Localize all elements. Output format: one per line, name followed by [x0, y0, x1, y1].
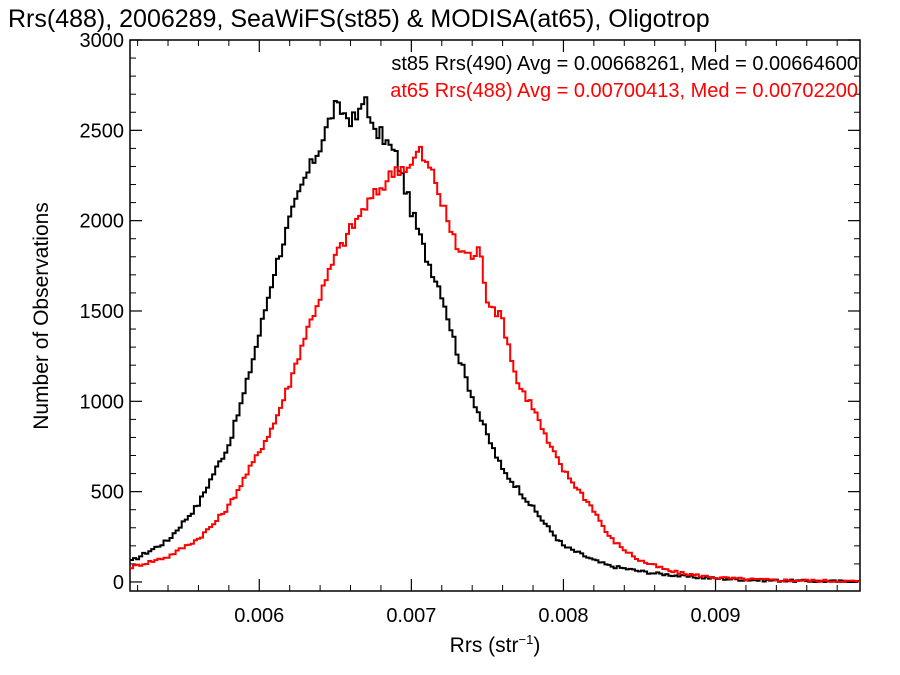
y-tick-label: 500: [91, 482, 124, 504]
legend: st85 Rrs(490) Avg = 0.00668261, Med = 0.…: [390, 53, 858, 102]
x-axis-label-base: Rrs (str: [450, 634, 519, 657]
x-tick-labels: 0.006 0.007 0.008 0.009: [234, 605, 740, 627]
series-line-at65: [130, 145, 860, 583]
y-axis-label: Number of Observations: [30, 202, 53, 430]
x-axis-label: Rrs (str−1): [450, 632, 541, 657]
x-axis-label-sup: −1: [519, 632, 534, 647]
x-axis-label-close: ): [533, 634, 540, 657]
y-tick-labels: 0 500 1000 1500 2000 2500 3000: [80, 30, 125, 594]
minor-ticks: [130, 40, 860, 591]
x-tick-label: 0.008: [538, 605, 588, 627]
major-ticks: [130, 39, 860, 591]
legend-entry-st85: st85 Rrs(490) Avg = 0.00668261, Med = 0.…: [391, 53, 858, 75]
y-tick-label: 3000: [80, 30, 125, 52]
y-tick-label: 2000: [80, 211, 125, 233]
series-line-st85: [130, 96, 860, 583]
series-group: [130, 96, 860, 583]
legend-entry-at65: at65 Rrs(488) Avg = 0.00700413, Med = 0.…: [390, 80, 858, 102]
x-tick-label: 0.007: [386, 605, 436, 627]
x-tick-label: 0.006: [234, 605, 284, 627]
y-tick-label: 1500: [80, 301, 125, 323]
y-tick-label: 2500: [80, 120, 125, 142]
chart-title: Rrs(488), 2006289, SeaWiFS(st85) & MODIS…: [8, 5, 710, 33]
y-tick-label: 1000: [80, 391, 125, 413]
plot-frame: [129, 39, 861, 592]
x-tick-label: 0.009: [690, 605, 740, 627]
y-tick-label: 0: [113, 572, 124, 594]
